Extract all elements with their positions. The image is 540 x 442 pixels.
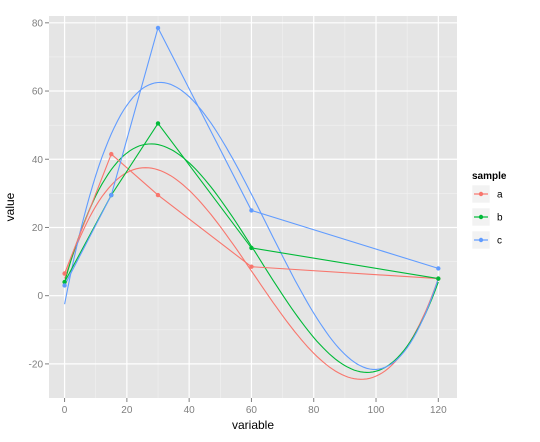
plot-panel	[49, 16, 457, 398]
data-point-c	[436, 266, 441, 271]
data-point-c	[155, 25, 161, 31]
data-point-c	[109, 192, 114, 198]
y-tick-label: 80	[32, 18, 44, 29]
data-point-a	[249, 264, 254, 269]
y-tick-label: 0	[37, 291, 43, 302]
y-tick-label: 60	[32, 87, 44, 98]
x-axis: 0 20 40 60 80 100 120	[62, 398, 447, 416]
data-point-b	[436, 276, 441, 281]
x-tick-label: 80	[308, 405, 320, 416]
x-axis-title: variable	[232, 418, 274, 432]
data-point-c	[62, 283, 67, 288]
legend-label-a: a	[497, 190, 503, 201]
y-tick-label: 40	[32, 155, 44, 166]
x-tick-label: 0	[62, 405, 68, 416]
legend-label-c: c	[497, 236, 502, 247]
y-axis: -20 0 20 40 60 80	[29, 18, 49, 370]
legend: sample a b c	[471, 171, 507, 250]
data-point-a	[62, 271, 67, 276]
y-tick-label: -20	[29, 359, 44, 370]
data-point-b	[155, 121, 161, 126]
legend-point-b	[478, 214, 484, 220]
data-point-b	[62, 279, 67, 285]
legend-point-c	[478, 237, 484, 243]
y-axis-title: value	[3, 192, 17, 221]
x-tick-label: 60	[246, 405, 258, 416]
legend-point-a	[478, 191, 484, 197]
legend-label-b: b	[497, 213, 503, 224]
y-tick-label: 20	[32, 223, 44, 234]
smooth-curve-a	[64, 167, 439, 380]
data-point-a	[155, 192, 161, 198]
data-point-a	[109, 151, 114, 157]
legend-title: sample	[472, 171, 507, 182]
data-point-c	[249, 208, 254, 213]
data-point-b	[249, 245, 254, 251]
data-points	[62, 25, 441, 288]
x-tick-label: 40	[184, 405, 196, 416]
gridlines	[49, 16, 457, 398]
x-tick-label: 100	[368, 405, 385, 416]
x-tick-label: 120	[430, 405, 447, 416]
smooth-curve-c	[64, 81, 439, 370]
x-tick-label: 20	[121, 405, 133, 416]
